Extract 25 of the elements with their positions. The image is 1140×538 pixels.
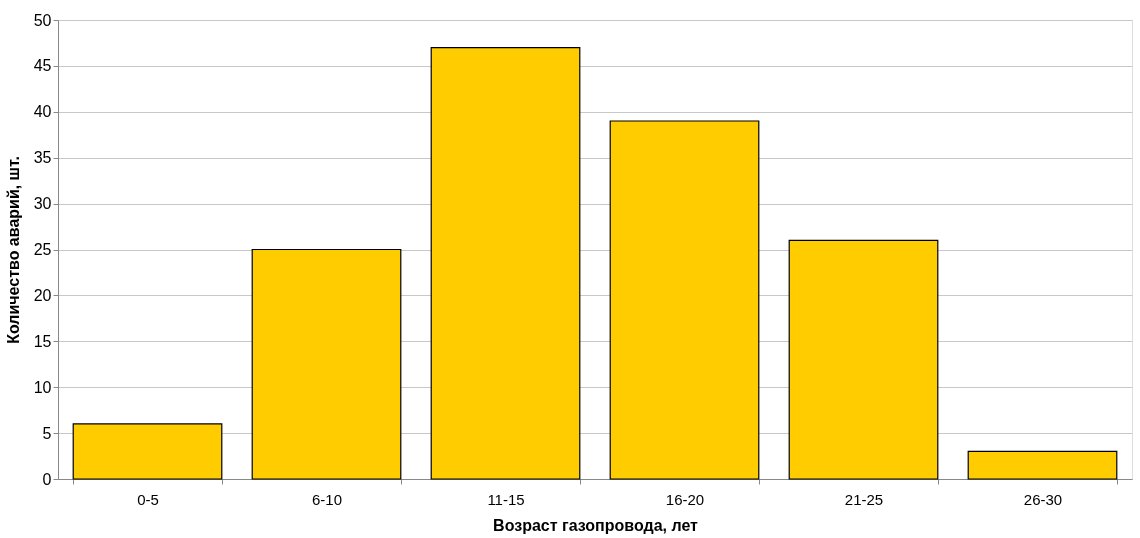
x-axis-title: Возраст газопровода, лет <box>493 516 699 534</box>
y-tick-label: 25 <box>33 241 52 258</box>
bar <box>72 423 223 480</box>
x-tick-label: 21-25 <box>844 490 884 508</box>
x-tick-label: 11-15 <box>487 490 525 508</box>
y-tick-label: 5 <box>42 424 52 442</box>
y-tick-label: 15 <box>33 332 52 350</box>
y-tick-label: 50 <box>33 11 52 29</box>
bar <box>251 248 402 480</box>
y-tick-label: 30 <box>33 195 52 213</box>
bar <box>609 120 760 480</box>
y-tick-label: 0 <box>42 470 52 488</box>
y-tick-label: 35 <box>33 149 52 167</box>
x-tick-label: 6-10 <box>311 490 343 508</box>
y-tick-label: 40 <box>33 103 52 121</box>
bar <box>967 450 1118 480</box>
x-tick-label: 26-30 <box>1023 490 1063 508</box>
x-tick-label: 0-5 <box>137 490 159 508</box>
y-tick-label: 20 <box>33 286 52 304</box>
bar <box>430 46 581 480</box>
y-axis-title: Количество аварий, шт. <box>4 156 22 344</box>
y-tick-label: 45 <box>33 57 52 75</box>
bar <box>788 239 939 480</box>
x-tick-label: 16-20 <box>665 490 705 508</box>
y-tick-label: 10 <box>33 378 52 396</box>
